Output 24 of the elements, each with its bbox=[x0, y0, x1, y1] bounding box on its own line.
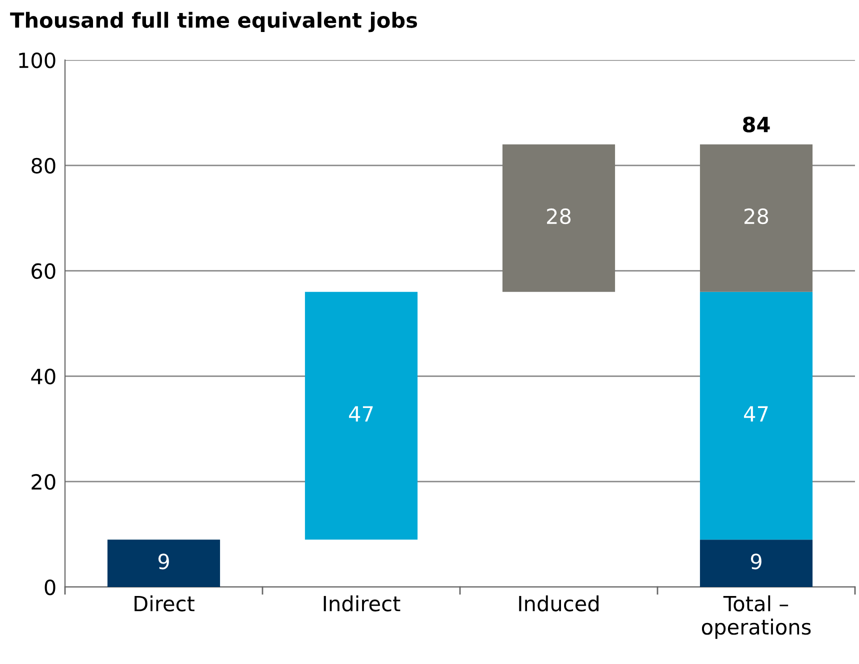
data-label: 9 bbox=[750, 554, 762, 570]
data-label: 28 bbox=[744, 208, 768, 224]
y-tick-label: 60 bbox=[32, 263, 56, 280]
bar bbox=[700, 144, 813, 292]
data-label: 28 bbox=[547, 208, 571, 224]
bar bbox=[502, 144, 616, 292]
x-tick-label: Direct bbox=[134, 595, 194, 612]
bar bbox=[700, 292, 813, 540]
x-tick-label: Total – operations bbox=[702, 595, 811, 639]
data-label: 9 bbox=[158, 554, 169, 570]
data-label: 47 bbox=[349, 406, 373, 422]
y-tick-label: 0 bbox=[44, 579, 56, 596]
data-label: 47 bbox=[744, 406, 768, 422]
chart-title: Thousand full time equivalent jobs bbox=[10, 12, 418, 32]
bar bbox=[304, 292, 418, 540]
bar bbox=[107, 540, 220, 587]
y-tick-label: 80 bbox=[32, 158, 56, 174]
x-tick-label: Indirect bbox=[324, 595, 400, 612]
y-tick-label: 100 bbox=[19, 52, 56, 68]
x-tick-label: Induced bbox=[519, 595, 598, 612]
y-tick-label: 20 bbox=[32, 474, 56, 490]
total-label: 84 bbox=[743, 116, 770, 132]
bar bbox=[700, 540, 813, 587]
y-tick-label: 40 bbox=[31, 368, 56, 384]
